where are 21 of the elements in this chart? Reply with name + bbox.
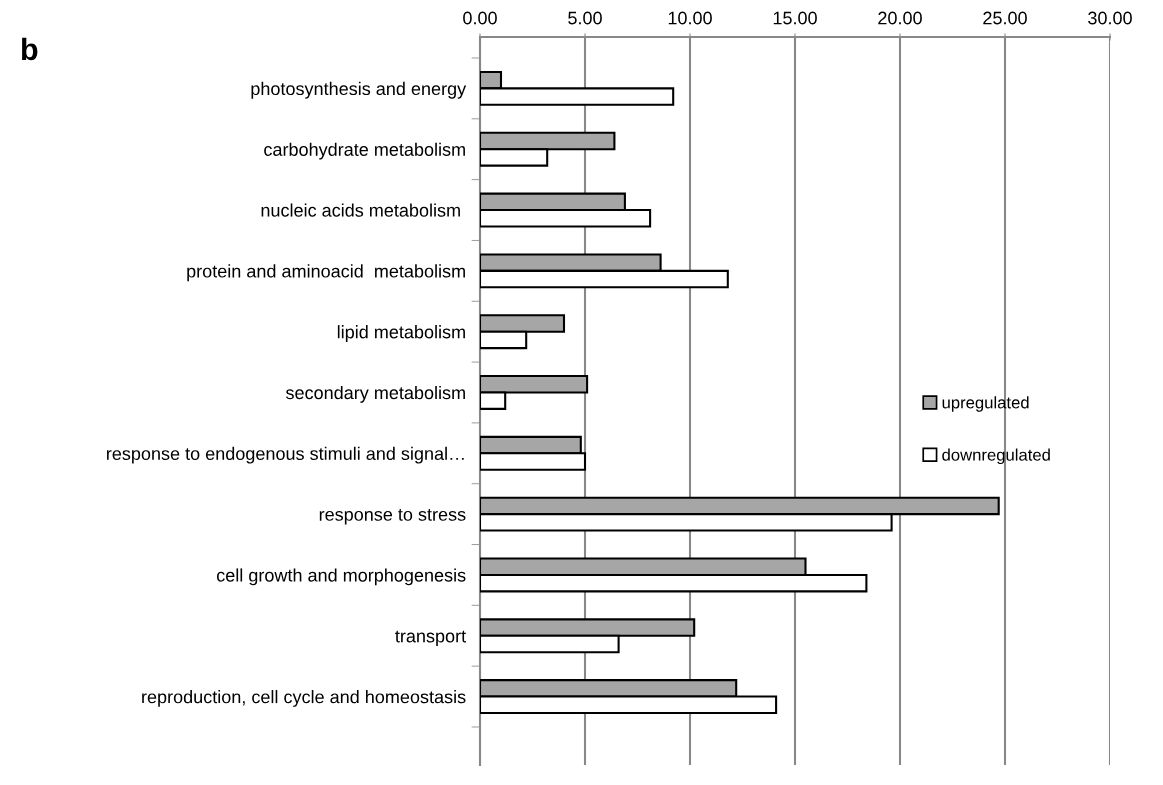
- y-tick-label: response to endogenous stimuli and signal…: [107, 446, 464, 464]
- y-tick-label: response to stress: [319, 508, 466, 525]
- legend-label: downregulated: [942, 448, 1050, 465]
- x-tick-label: 25.00: [983, 11, 1027, 25]
- y-tick-label: reproduction, cell cycle and homeostasis: [142, 690, 466, 707]
- y-tick-label: photosynthesis and energy: [251, 81, 467, 99]
- text: b: [22, 37, 38, 61]
- x-tick-label: 15.00: [773, 11, 817, 25]
- y-tick-label: secondary metabolism: [285, 385, 465, 403]
- x-tick-label: 20.00: [878, 11, 922, 25]
- legend-label: upregulated: [942, 396, 1029, 412]
- x-tick-label: 0.00: [463, 11, 497, 25]
- y-tick-label: lipid metabolism: [337, 325, 465, 342]
- y-tick-label: cell growth and morphogenesis: [216, 568, 466, 586]
- x-tick-label: 30.00: [1088, 11, 1132, 25]
- y-tick-label: protein and aminoacid metabolism: [187, 264, 465, 282]
- y-tick-label: transport: [395, 630, 466, 647]
- y-tick-label: nucleic acids metabolism: [261, 203, 460, 217]
- x-tick-label: 5.00: [568, 11, 602, 25]
- x-tick-label: 10.00: [668, 11, 712, 25]
- y-tick-label: carbohydrate metabolism: [264, 142, 465, 160]
